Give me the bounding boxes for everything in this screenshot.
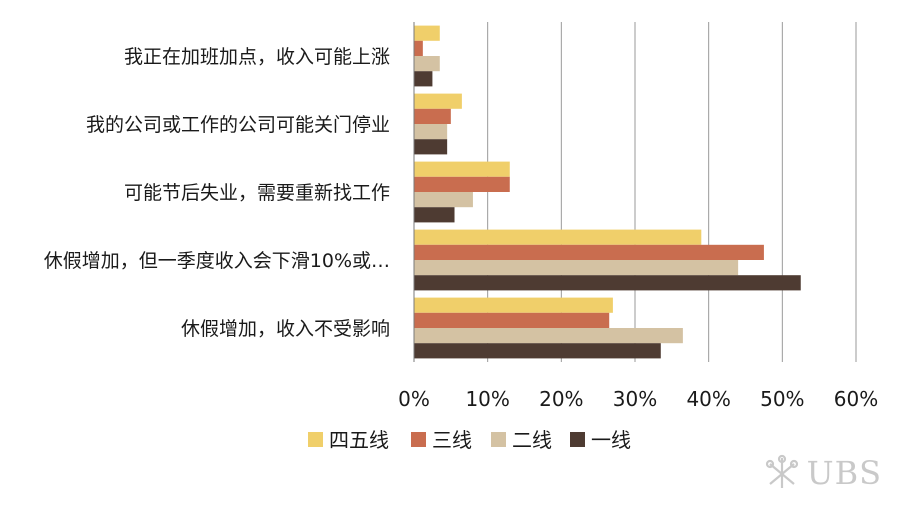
bar (414, 176, 510, 192)
bar (414, 40, 423, 56)
category-label: 我的公司或工作的公司可能关门停业 (86, 114, 390, 136)
keys-icon (765, 454, 798, 488)
bar (414, 343, 661, 359)
x-tick-label: 50% (760, 387, 804, 411)
bar (414, 25, 440, 41)
legend-label: 二线 (512, 428, 552, 452)
category-label: 可能节后失业，需要重新找工作 (124, 182, 390, 204)
brand-logo: UBS (763, 454, 882, 492)
bar (414, 275, 801, 291)
bar (414, 161, 510, 177)
bar (414, 139, 448, 155)
x-tick-label: 40% (686, 387, 730, 411)
bar (414, 93, 462, 109)
bar (414, 328, 683, 344)
bar (414, 229, 702, 245)
x-tick-label: 0% (398, 387, 430, 411)
bar (414, 260, 739, 276)
bar (414, 312, 610, 328)
brand-name: UBS (806, 454, 882, 492)
legend-label: 一线 (591, 428, 631, 452)
bar (414, 124, 448, 140)
bar (414, 71, 433, 87)
bar (414, 297, 613, 313)
category-label: 我正在加班加点，收入可能上涨 (124, 46, 390, 68)
legend-label: 四五线 (329, 428, 389, 452)
bar (414, 108, 451, 124)
category-label: 休假增加，收入不受影响 (181, 318, 390, 340)
legend-swatch (570, 432, 585, 447)
bar (414, 56, 440, 72)
legend-swatch (308, 432, 323, 447)
legend-swatch (411, 432, 426, 447)
bar (414, 244, 764, 260)
legend-swatch (491, 432, 506, 447)
x-tick-label: 60% (834, 387, 878, 411)
bar (414, 192, 473, 208)
x-tick-label: 20% (539, 387, 583, 411)
bar (414, 207, 455, 223)
legend-label: 三线 (432, 428, 472, 452)
category-label: 休假增加，但一季度收入会下滑10%或… (44, 250, 390, 272)
x-tick-label: 10% (465, 387, 509, 411)
x-tick-label: 30% (613, 387, 657, 411)
